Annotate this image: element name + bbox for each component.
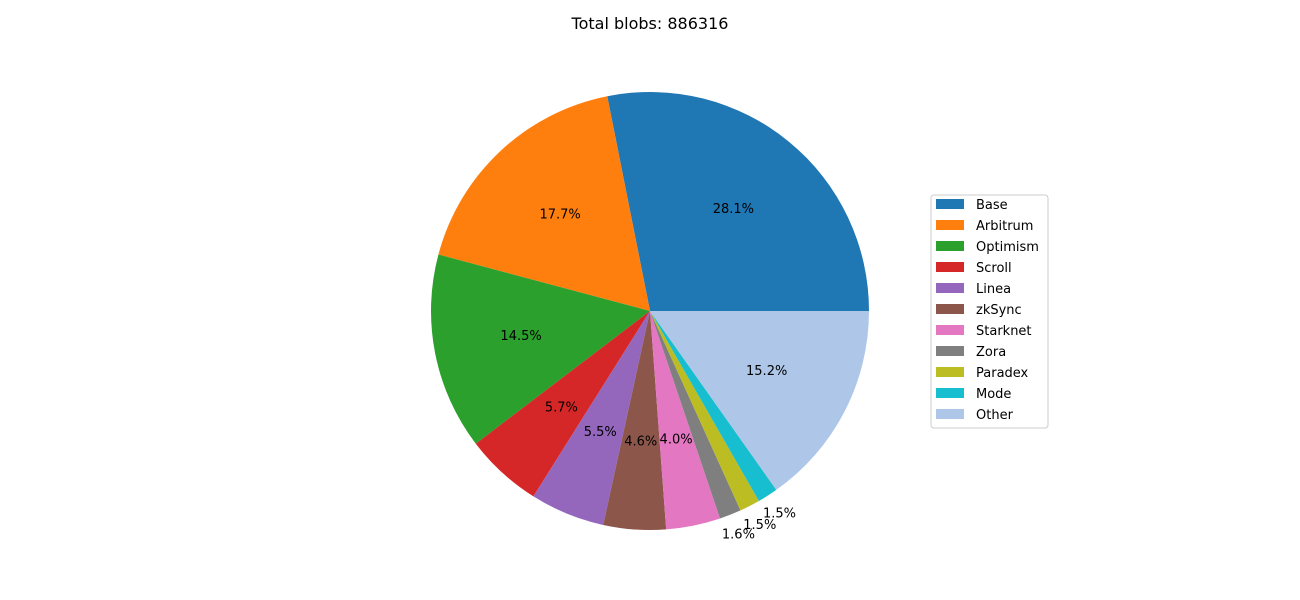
pie-label-base: 28.1%	[713, 202, 754, 217]
pie-slice-starknet	[650, 311, 721, 530]
pie-label-mode: 1.5%	[763, 507, 796, 522]
pie-label-other: 15.2%	[746, 364, 787, 379]
legend: Base Arbitrum Optimism Scroll Linea zkSync Sta…	[930, 194, 1049, 429]
legend-label-paradex: Paradex	[976, 366, 1029, 381]
legend-label-linea: Linea	[976, 282, 1011, 297]
legend-swatch-other	[936, 409, 964, 419]
legend-label-mode: Mode	[976, 387, 1011, 402]
legend-swatch-mode	[936, 388, 964, 398]
pie-slices	[431, 91, 869, 530]
legend-label-arbitrum: Arbitrum	[976, 219, 1033, 234]
pie-label-zksync: 4.6%	[624, 435, 657, 450]
legend-swatch-linea	[936, 283, 964, 293]
pie-label-starknet: 4.0%	[660, 432, 693, 447]
pie-slice-paradex	[650, 311, 759, 511]
legend-label-optimism: Optimism	[976, 240, 1039, 255]
pie-label-optimism: 14.5%	[500, 329, 541, 344]
legend-swatch-scroll	[936, 262, 964, 272]
pie-slice-zora	[650, 311, 741, 519]
legend-swatch-paradex	[936, 367, 964, 377]
pie-slice-optimism	[431, 254, 650, 444]
legend-swatch-arbitrum	[936, 220, 964, 230]
pie-label-zora: 1.6%	[722, 528, 755, 543]
pie-label-paradex: 1.5%	[743, 518, 776, 533]
legend-swatch-optimism	[936, 241, 964, 251]
legend-swatch-zora	[936, 346, 964, 356]
pie-slice-other	[650, 311, 869, 490]
legend-label-scroll: Scroll	[976, 261, 1012, 276]
pie-label-arbitrum: 17.7%	[539, 208, 580, 223]
pie-label-scroll: 5.7%	[545, 400, 578, 415]
legend-label-base: Base	[976, 198, 1008, 213]
pie-slice-arbitrum	[438, 96, 650, 311]
pie-percent-labels: 28.1%17.7%14.5%5.7%5.5%4.6% 4.0%1.6%1.5%1…	[500, 202, 796, 543]
legend-swatch-base	[936, 199, 964, 209]
legend-label-zksync: zkSync	[976, 303, 1022, 318]
pie-slice-zksync	[603, 311, 667, 530]
chart-title: Total blobs: 886316	[571, 14, 729, 33]
pie-slice-linea	[533, 311, 650, 525]
legend-label-zora: Zora	[976, 345, 1006, 360]
pie-slice-mode	[650, 311, 777, 502]
legend-swatch-starknet	[936, 325, 964, 335]
pie-slice-scroll	[475, 311, 650, 497]
legend-swatch-zksync	[936, 304, 964, 314]
legend-label-other: Other	[976, 408, 1014, 423]
pie-slice-base	[607, 91, 869, 312]
legend-label-starknet: Starknet	[976, 324, 1032, 339]
pie-label-linea: 5.5%	[584, 425, 617, 440]
